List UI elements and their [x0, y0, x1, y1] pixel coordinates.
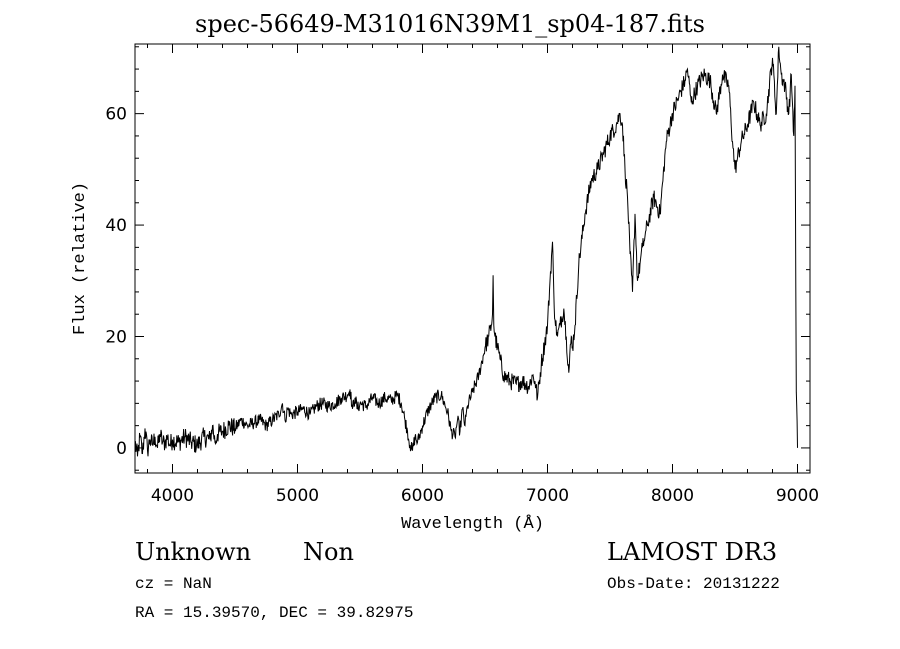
object-subclass: Non: [303, 538, 354, 566]
object-class: Unknown: [135, 538, 252, 566]
y-axis-label: Flux (relative): [71, 182, 90, 335]
survey-label: LAMOST DR3: [607, 538, 778, 566]
x-tick-label: 4000: [151, 486, 194, 506]
x-tick-label: 9000: [776, 486, 819, 506]
x-axis-label: Wavelength (Å): [401, 515, 544, 534]
redshift-text: cz = NaN: [135, 575, 212, 593]
obs-date-text: Obs-Date: 20131222: [607, 575, 780, 593]
axis-ticks: [135, 44, 810, 473]
y-tick-labels: 0 20 40 60: [105, 105, 127, 459]
x-tick-label: 8000: [651, 486, 694, 506]
y-tick-label: 0: [116, 439, 127, 459]
x-tick-label: 7000: [526, 486, 569, 506]
plot-frame: [134, 43, 811, 474]
coordinates-text: RA = 15.39570, DEC = 39.82975: [135, 604, 414, 622]
y-tick-label: 20: [105, 328, 127, 348]
spectrum-line: [134, 46, 798, 457]
y-tick-label: 40: [105, 216, 127, 236]
x-tick-labels: 4000 5000 6000 7000 8000 9000: [151, 486, 819, 506]
x-tick-label: 5000: [276, 486, 319, 506]
chart-title: spec-56649-M31016N39M1_sp04-187.fits: [195, 10, 705, 38]
x-tick-label: 6000: [401, 486, 444, 506]
y-tick-label: 60: [105, 105, 127, 125]
